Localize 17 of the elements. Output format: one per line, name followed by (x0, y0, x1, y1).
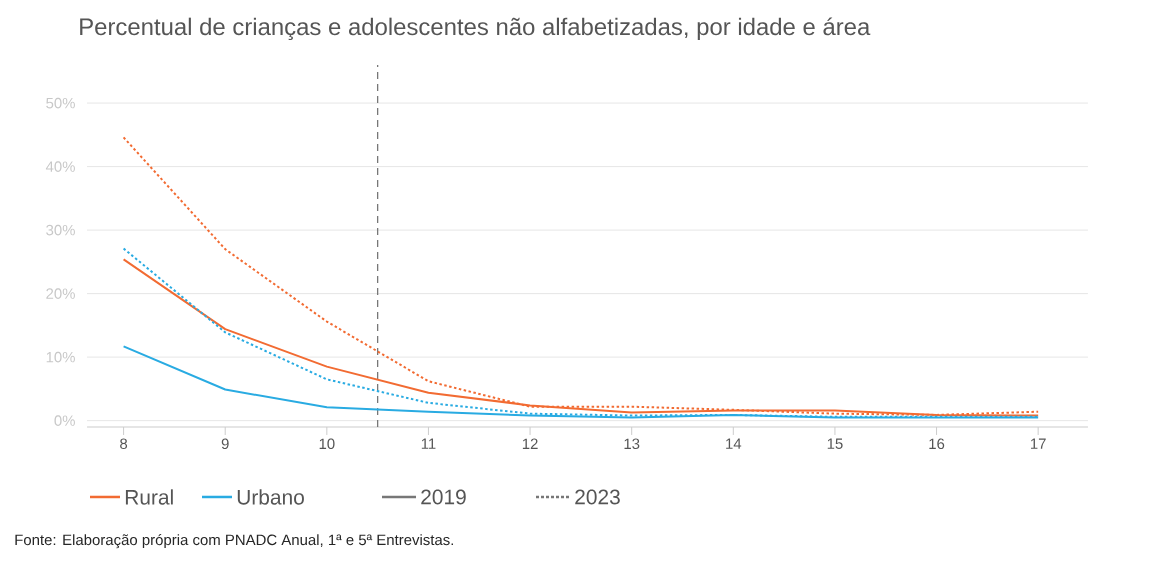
line-series (122, 136, 1040, 416)
text: 2023 (575, 489, 620, 505)
x-tick-label: 8 (120, 438, 128, 450)
x-tick-label: 13 (624, 438, 640, 450)
x-tick-label: 12 (522, 438, 538, 449)
x-tick-label: 9 (221, 438, 229, 450)
x-tick-label: 10 (319, 438, 335, 450)
source-note: Fonte: Elaboração própria com PNADC Anual, 1ª e 5ª Entrevistas. (15, 533, 453, 549)
x-tick-label: 17 (1031, 438, 1046, 449)
legend-label: Urbano (237, 489, 304, 505)
legend-label: Rural (125, 489, 173, 505)
x-tick-label: 16 (929, 438, 945, 450)
x-tick-label: 14 (726, 438, 742, 449)
text: 2019 (421, 489, 466, 505)
x-tick-label: 11 (421, 438, 436, 449)
x-tick-label: 15 (827, 438, 843, 449)
chart-title: Percentual de crianças e adolescentes não alfabetizadas, por idade e área (80, 17, 871, 41)
